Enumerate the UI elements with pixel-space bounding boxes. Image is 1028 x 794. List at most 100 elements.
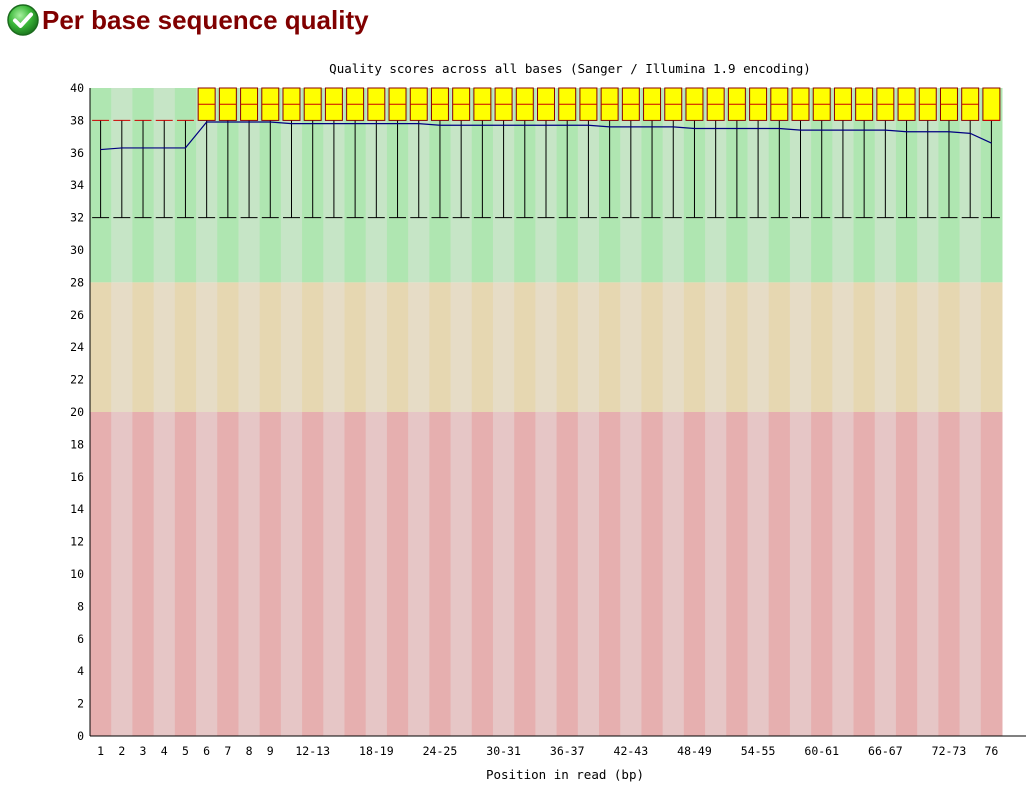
zone-poor-stripe [323, 412, 346, 736]
y-tick-label: 22 [70, 373, 84, 387]
mean-line-group [100, 121, 992, 151]
zone-warning-stripe [768, 282, 791, 412]
zone-warning-stripe [471, 282, 494, 412]
zone-warning-stripe [641, 282, 664, 412]
zone-poor-stripe [90, 412, 112, 736]
x-tick-label: 66-67 [868, 744, 903, 758]
zone-poor-stripe [917, 412, 939, 736]
chart-title: Quality scores across all bases (Sanger … [329, 61, 811, 76]
y-tick-label: 24 [70, 340, 84, 354]
position-stripes [90, 88, 1003, 736]
zone-warning-stripe [874, 282, 897, 412]
module-title: Per base sequence quality [42, 4, 369, 35]
zone-warning-stripe [556, 282, 579, 412]
zone-poor-stripe [280, 412, 303, 736]
y-tick-label: 10 [70, 567, 84, 581]
iqr-box [982, 87, 1001, 121]
x-tick-label: 54-55 [741, 744, 776, 758]
y-tick-label: 18 [70, 437, 84, 451]
zone-warning-stripe [811, 282, 833, 412]
zone-warning-stripe [980, 282, 1003, 412]
y-tick-label: 0 [77, 729, 84, 743]
zone-poor-stripe [789, 412, 812, 736]
zone-warning-stripe [90, 282, 112, 412]
zone-poor-stripe [747, 412, 770, 736]
zone-poor-stripe [153, 412, 176, 736]
y-tick-label: 34 [70, 178, 84, 192]
zone-warning-stripe [217, 282, 239, 412]
zone-poor-stripe [471, 412, 494, 736]
y-tick-label: 26 [70, 308, 84, 322]
x-tick-label: 2 [118, 744, 125, 758]
zone-warning-stripe [429, 282, 452, 412]
zone-poor-stripe [832, 412, 855, 736]
zone-warning-stripe [620, 282, 642, 412]
zone-warning-stripe [747, 282, 770, 412]
zone-poor-stripe [959, 412, 982, 736]
zone-poor-stripe [514, 412, 536, 736]
zone-warning-stripe [365, 282, 388, 412]
zone-warning-stripe [726, 282, 748, 412]
zone-poor-stripe [874, 412, 897, 736]
y-tick-label: 30 [70, 243, 84, 257]
zone-poor-stripe [577, 412, 600, 736]
zone-poor-stripe [238, 412, 261, 736]
x-tick-label: 6 [203, 744, 210, 758]
y-tick-label: 4 [77, 664, 84, 678]
y-tick-label: 20 [70, 405, 84, 419]
zone-poor-stripe [196, 412, 218, 736]
x-tick-label: 48-49 [677, 744, 712, 758]
zone-poor-stripe [599, 412, 621, 736]
y-tick-label: 36 [70, 146, 84, 160]
axes-group [89, 88, 1026, 737]
zone-poor-stripe [259, 412, 282, 736]
zone-poor-stripe [853, 412, 876, 736]
x-tick-label: 72-73 [932, 744, 967, 758]
zone-warning-stripe [662, 282, 685, 412]
zone-poor-stripe [344, 412, 367, 736]
x-axis-label: Position in read (bp) [486, 767, 644, 782]
zone-warning-stripe [238, 282, 261, 412]
zone-warning-stripe [344, 282, 367, 412]
zone-warning-stripe [853, 282, 876, 412]
x-tick-label: 1 [97, 744, 104, 758]
zone-poor-stripe [811, 412, 833, 736]
x-tick-label: 36-37 [550, 744, 585, 758]
zone-warning-stripe [959, 282, 982, 412]
zone-warning-stripe [323, 282, 346, 412]
x-tick-label: 4 [161, 744, 168, 758]
zone-poor-stripe [980, 412, 1003, 736]
x-tick-label: 8 [246, 744, 253, 758]
zone-poor-stripe [641, 412, 664, 736]
zone-warning-stripe [599, 282, 621, 412]
y-tick-label: 16 [70, 470, 84, 484]
module-header: Per base sequence quality [6, 0, 369, 40]
zone-poor-stripe [662, 412, 685, 736]
zone-poor-stripe [556, 412, 579, 736]
y-tick-label: 40 [70, 81, 84, 95]
zone-poor-stripe [620, 412, 642, 736]
zone-warning-stripe [938, 282, 961, 412]
zone-poor-stripe [365, 412, 388, 736]
zone-warning-stripe [705, 282, 727, 412]
zone-poor-stripe [132, 412, 155, 736]
zone-poor-stripe [111, 412, 133, 736]
zone-poor-stripe [217, 412, 239, 736]
zone-poor-stripe [386, 412, 409, 736]
medians-group [92, 103, 1000, 121]
zone-warning-stripe [577, 282, 600, 412]
zone-poor-stripe [408, 412, 430, 736]
zone-poor-stripe [174, 412, 197, 736]
mean-line [100, 121, 992, 151]
zone-warning-stripe [386, 282, 409, 412]
pass-tick-icon [7, 4, 39, 36]
zone-warning-stripe [408, 282, 430, 412]
x-tick-label: 60-61 [804, 744, 839, 758]
x-tick-label: 42-43 [614, 744, 649, 758]
zone-warning-stripe [302, 282, 324, 412]
x-tick-label: 3 [140, 744, 147, 758]
zone-warning-stripe [514, 282, 536, 412]
zone-poor-stripe [768, 412, 791, 736]
zone-poor-stripe [705, 412, 727, 736]
